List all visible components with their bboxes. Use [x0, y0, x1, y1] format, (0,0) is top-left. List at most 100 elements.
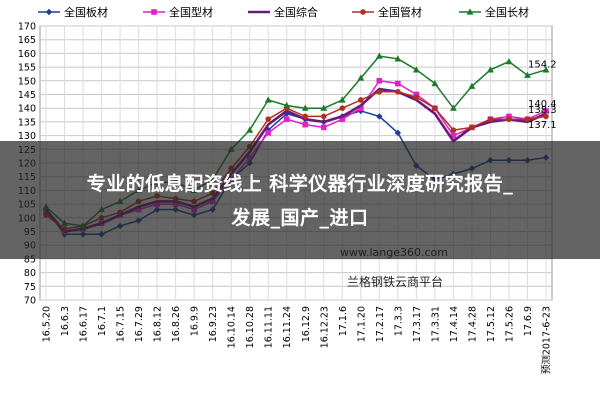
y-tick-label: 140	[18, 104, 36, 115]
legend-item: 全国长材	[459, 5, 529, 19]
y-tick-label: 170	[18, 22, 36, 33]
x-tick-label: 预测2017-6-23	[542, 306, 553, 374]
x-axis: 16.5.20 16.6.3 16.6.17 16.7.1 16.7.15 16.7.29…	[42, 306, 553, 374]
series-2-point	[543, 108, 549, 114]
x-tick-label: 16.10.28	[245, 306, 256, 348]
x-tick-label: 16.7.15	[116, 306, 127, 342]
series-5-point	[301, 104, 309, 111]
series-4-point	[376, 88, 383, 95]
x-tick-label: 16.5.20	[42, 306, 53, 342]
y-tick-label: 160	[18, 49, 36, 60]
legend-label: 全国长材	[485, 5, 529, 19]
legend-label: 全国综合	[274, 5, 318, 19]
x-tick-label: 16.8.12	[153, 306, 164, 342]
series-4-point	[339, 105, 346, 111]
series-4-point	[395, 88, 401, 95]
series-2-point	[376, 78, 383, 84]
x-tick-label: 17.2.17	[375, 306, 386, 342]
x-tick-label: 17.3.31	[430, 306, 441, 342]
series-2-point	[450, 132, 457, 139]
x-tick-label: 16.6.3	[60, 306, 71, 336]
y-tick-label: 165	[18, 35, 36, 46]
series-1-point	[394, 129, 402, 137]
series-4-point	[450, 127, 457, 133]
series-4-point	[432, 105, 438, 111]
series-4-point	[487, 116, 494, 122]
legend-item: 全国型材	[143, 5, 213, 19]
y-tick-label: 135	[18, 117, 36, 128]
x-tick-label: 17.1.6	[338, 306, 349, 336]
series-2-point	[283, 116, 290, 122]
series-5-point	[264, 96, 272, 103]
legend-item: 全国综合	[248, 5, 318, 19]
x-tick-label: 16.6.17	[79, 306, 90, 342]
y-tick-label: 150	[18, 76, 36, 87]
legend-marker-point	[466, 8, 474, 15]
series-2-point	[339, 116, 346, 122]
x-tick-label: 16.10.14	[227, 306, 238, 348]
x-tick-label: 17.6.9	[523, 306, 534, 336]
x-tick-label: 17.5.12	[486, 306, 497, 342]
x-tick-label: 16.7.1	[97, 306, 108, 336]
series-2-point	[358, 105, 364, 111]
y-tick-label: 75	[24, 282, 36, 293]
x-tick-label: 17.3.3	[393, 306, 404, 336]
end-value-label: 138.3	[528, 105, 557, 116]
series-5-point	[338, 96, 346, 103]
end-value-label: 154.2	[528, 59, 557, 70]
legend-marker-point	[151, 9, 157, 15]
legend-label: 全国管材	[378, 5, 422, 19]
series-5-point	[487, 66, 494, 73]
x-tick-label: 17.3.17	[412, 306, 423, 342]
end-value-label: 137.1	[528, 120, 557, 131]
series-5-point	[524, 71, 531, 78]
series-5-point	[283, 101, 291, 109]
legend-item: 全国管材	[352, 5, 422, 19]
series-4-point	[524, 116, 531, 122]
x-tick-label: 16.8.26	[171, 306, 182, 342]
y-tick-label: 145	[18, 90, 36, 101]
series-5-point	[320, 104, 328, 111]
series-4-point	[413, 94, 420, 101]
y-tick-label: 155	[18, 63, 36, 74]
x-tick-label: 17.4.14	[449, 306, 460, 342]
y-tick-label: 80	[24, 268, 36, 279]
series-1-point	[376, 113, 383, 120]
x-tick-label: 17.4.28	[467, 306, 478, 342]
x-tick-label: 17.5.26	[504, 306, 515, 342]
series-5-point	[431, 79, 439, 87]
legend-label: 全国型材	[169, 5, 213, 19]
y-tick-label: 85	[24, 254, 36, 265]
series-5-point	[412, 66, 420, 73]
legend: 全国板材 全国型材 全国综合 全国管材 全国长材	[38, 5, 529, 19]
series-4-point	[358, 97, 364, 103]
series-5-point	[246, 126, 254, 133]
series-5-point	[375, 52, 383, 59]
series-5-point	[505, 58, 513, 65]
series-2-point	[302, 121, 309, 128]
legend-marker-point	[360, 9, 366, 15]
legend-item: 全国板材	[38, 5, 108, 19]
x-tick-label: 16.11.11	[264, 306, 275, 348]
banner-title-line-2: 发展_国产_进口	[231, 207, 369, 229]
x-tick-label: 16.7.29	[134, 306, 145, 342]
series-4-point	[506, 116, 512, 122]
overlay-banner: 专业的低息配资线上 科学仪器行业深度研究报告_ 发展_国产_进口	[0, 141, 600, 259]
series-2-point	[265, 130, 272, 136]
x-tick-label: 16.12.23	[319, 306, 330, 348]
series-4-point	[320, 113, 327, 120]
x-tick-label: 16.11.24	[282, 306, 293, 348]
y-tick-label: 130	[18, 131, 36, 142]
watermark-url: www.lange360.com	[340, 246, 448, 259]
series-2-point	[320, 124, 327, 131]
series-5-point	[394, 55, 402, 62]
watermark-name: 兰格钢铁云商平台	[347, 275, 444, 289]
x-tick-label: 16.12.9	[301, 306, 312, 342]
y-tick-label: 70	[24, 296, 36, 307]
end-value-label: 140.4	[528, 99, 557, 110]
x-tick-label: 16.9.23	[208, 306, 219, 342]
series-5-point	[542, 66, 550, 73]
series-5-point	[450, 104, 457, 111]
